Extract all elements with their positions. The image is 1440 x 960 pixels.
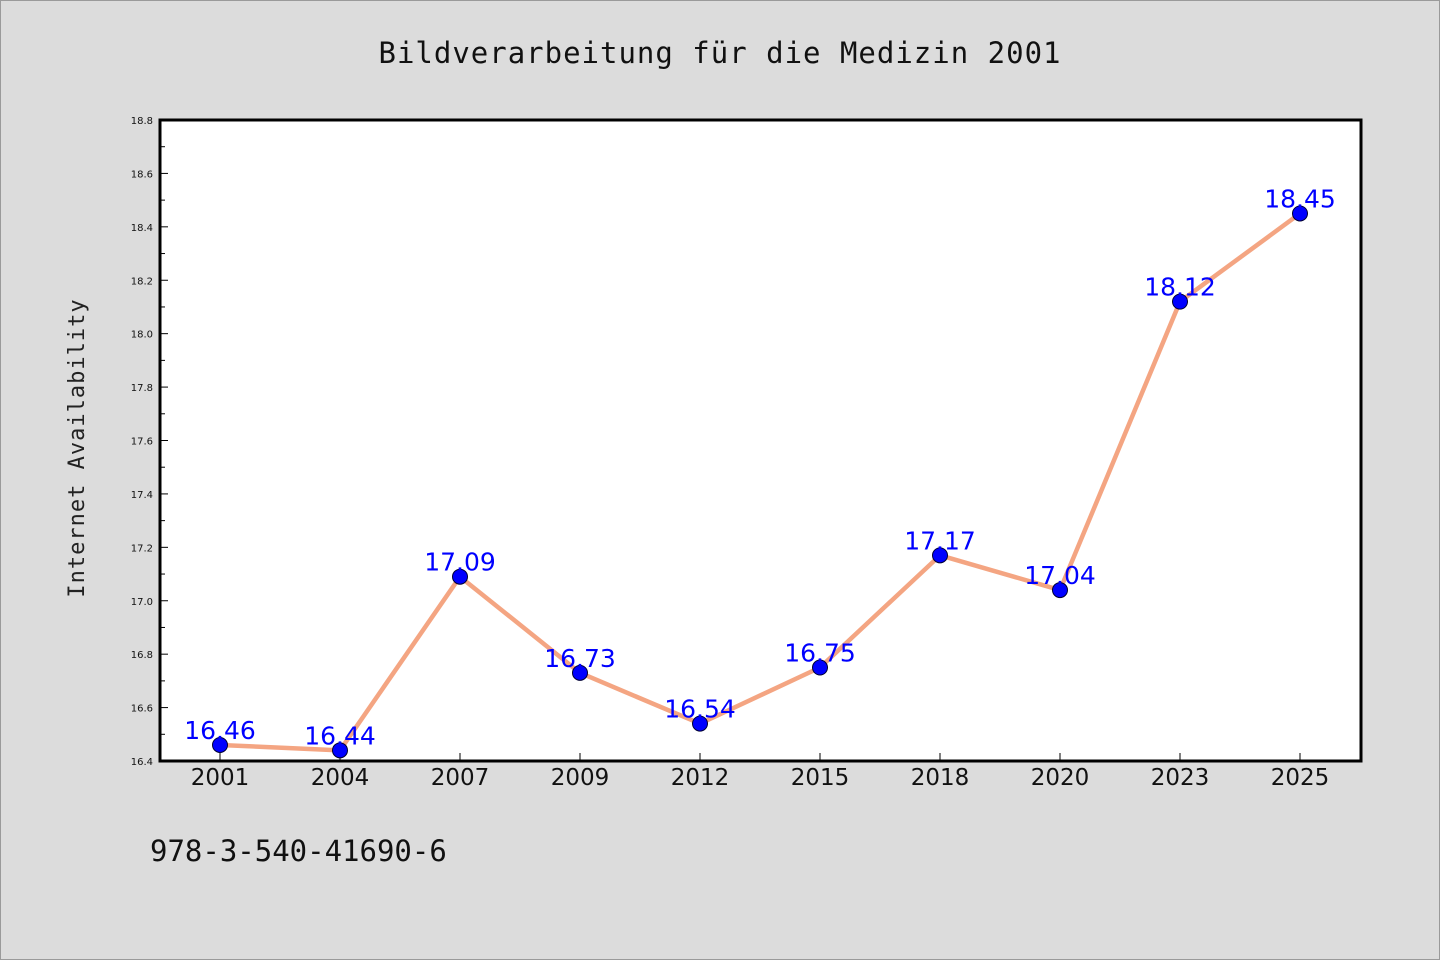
x-tick-label: 2009 — [551, 765, 610, 791]
series-line — [217, 211, 1303, 753]
isbn-footnote: 978-3-540-41690-6 — [150, 834, 447, 868]
x-tick-label: 2012 — [671, 765, 730, 791]
data-label: 16.46 — [184, 716, 256, 745]
x-tick-label: 2018 — [911, 765, 970, 791]
y-tick-label: 18.0 — [131, 330, 153, 341]
y-tick-label: 18.4 — [131, 223, 153, 234]
chart-title: Bildverarbeitung für die Medizin 2001 — [378, 36, 1061, 70]
data-label: 16.75 — [784, 639, 856, 668]
data-label: 18.12 — [1144, 273, 1216, 302]
data-label: 16.54 — [664, 695, 736, 724]
data-point[interactable] — [572, 664, 588, 681]
data-point[interactable] — [812, 659, 828, 676]
x-tick-label: 2004 — [311, 765, 370, 791]
data-label: 17.09 — [424, 548, 496, 577]
y-tick-label: 17.4 — [131, 490, 153, 501]
y-tick-label: 16.4 — [131, 757, 153, 768]
series-line-group — [212, 205, 1308, 759]
y-tick-label: 18.8 — [131, 116, 153, 127]
y-tick-label: 17.0 — [131, 597, 153, 608]
data-point[interactable] — [1052, 582, 1068, 599]
x-tick-label: 2007 — [431, 765, 490, 791]
x-axis: 2001 2004 2007 2009 2012 2015 2018 2020 2023 2025 — [191, 753, 1330, 791]
data-point[interactable] — [1172, 293, 1188, 310]
data-label: 16.44 — [304, 721, 376, 750]
plot-area — [158, 118, 1363, 763]
y-tick-label: 16.6 — [131, 704, 153, 715]
y-axis: 16.4 16.6 16.8 17.0 17.2 17.4 17.6 17.8 18.0 18.2… — [131, 116, 168, 768]
data-point[interactable] — [932, 547, 948, 564]
y-tick-label: 18.2 — [131, 276, 153, 287]
x-tick-label: 2015 — [791, 765, 850, 791]
y-tick-label: 16.8 — [131, 650, 153, 661]
y-tick-label: 18.6 — [131, 169, 153, 180]
x-tick-label: 2020 — [1031, 765, 1090, 791]
y-tick-label: 17.8 — [131, 383, 153, 394]
data-label: 17.04 — [1024, 561, 1096, 590]
y-axis-label: Internet Availability — [65, 298, 90, 597]
data-point[interactable] — [692, 715, 708, 732]
data-labels: 16.46 16.44 17.09 16.73 16.54 16.75 17.17 17.04… — [184, 184, 1336, 750]
x-tick-label: 2001 — [191, 765, 250, 791]
data-point[interactable] — [332, 742, 348, 759]
data-label: 18.45 — [1264, 184, 1336, 213]
x-tick-label: 2023 — [1151, 765, 1210, 791]
data-point[interactable] — [1292, 205, 1308, 222]
y-tick-label: 17.2 — [131, 543, 153, 554]
data-point[interactable] — [212, 736, 228, 753]
x-tick-label: 2025 — [1271, 765, 1330, 791]
data-label: 16.73 — [544, 644, 616, 673]
data-label: 17.17 — [904, 526, 976, 555]
data-point[interactable] — [452, 568, 468, 585]
y-tick-label: 17.6 — [131, 437, 153, 448]
